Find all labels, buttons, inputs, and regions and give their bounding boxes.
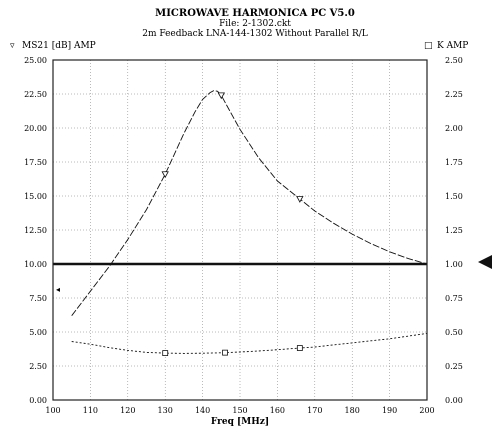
series-layer xyxy=(53,90,428,354)
ms21-marker xyxy=(161,171,169,179)
y-left-tick-label: 2.50 xyxy=(29,362,47,371)
x-tick-label: 180 xyxy=(345,406,360,415)
y-right-tick-label: 2.25 xyxy=(445,90,463,99)
y-left-tick-label: 17.50 xyxy=(24,158,47,167)
series-line-k-amp xyxy=(71,332,428,354)
k-amp-marker xyxy=(162,350,169,356)
ms21-marker xyxy=(217,92,225,100)
right-legend-marker: □ xyxy=(424,41,433,51)
y-left-tick-label: 20.00 xyxy=(24,124,47,133)
y-right-tick-label: 1.50 xyxy=(445,192,463,201)
right-axis-label: K AMP xyxy=(437,41,468,51)
y-right-tick-label: 1.25 xyxy=(445,226,463,235)
y-right-tick-label: 0.25 xyxy=(445,362,463,371)
x-tick-label: 150 xyxy=(232,406,247,415)
reference-pointer-icon xyxy=(478,255,492,269)
chart-title: MICROWAVE HARMONICA PC V5.0 xyxy=(155,8,355,19)
x-tick-label: 200 xyxy=(419,406,434,415)
y-right-tick-label: 2.50 xyxy=(445,56,463,65)
y-right-tick-label: 0.50 xyxy=(445,328,463,337)
k-amp-marker xyxy=(222,349,228,356)
y-left-tick-label: 15.00 xyxy=(24,192,47,201)
y-left-tick-label: 12.50 xyxy=(24,226,47,235)
x-tick-label: 190 xyxy=(382,406,397,415)
y-right-tick-label: 2.00 xyxy=(445,124,463,133)
x-tick-label: 130 xyxy=(158,406,173,415)
y-left-tick-label: 10.00 xyxy=(24,260,47,269)
series-line-ms21-db-amp xyxy=(71,90,428,316)
plot-frame xyxy=(52,59,428,401)
y-left-tick-label: 0.00 xyxy=(29,396,47,405)
markers-layer xyxy=(161,92,304,356)
grid xyxy=(53,60,427,400)
chart-file-label: File: 2-1302.ckt xyxy=(219,19,291,29)
chart-subtitle: 2m Feedback LNA-144-1302 Without Paralle… xyxy=(142,29,368,39)
left-legend-marker: ▿ xyxy=(10,41,15,51)
x-tick-label: 170 xyxy=(307,406,322,415)
left-reference-marker: ◂ xyxy=(56,285,60,294)
ms21-marker xyxy=(296,196,304,203)
y-left-tick-label: 5.00 xyxy=(29,328,47,337)
x-tick-label: 110 xyxy=(83,406,98,415)
x-tick-label: 100 xyxy=(45,406,60,415)
y-right-tick-label: 0.00 xyxy=(445,396,463,405)
y-right-tick-label: 1.75 xyxy=(445,158,463,167)
y-right-tick-label: 0.75 xyxy=(445,294,463,303)
tick-labels: 100 110 120 130 140 150 160 170 180 190 200 0.00 0.0… xyxy=(24,56,463,415)
y-right-tick-label: 1.00 xyxy=(445,260,463,269)
y-left-tick-label: 7.50 xyxy=(29,294,47,303)
y-left-tick-label: 22.50 xyxy=(24,90,47,99)
k-amp-marker xyxy=(296,345,303,351)
x-tick-label: 160 xyxy=(270,406,285,415)
x-tick-label: 120 xyxy=(120,406,135,415)
left-axis-label: MS21 [dB] AMP xyxy=(22,41,96,51)
x-axis-label: Freq [MHz] xyxy=(211,417,269,427)
y-left-tick-label: 25.00 xyxy=(24,56,47,65)
x-tick-label: 140 xyxy=(195,406,210,415)
